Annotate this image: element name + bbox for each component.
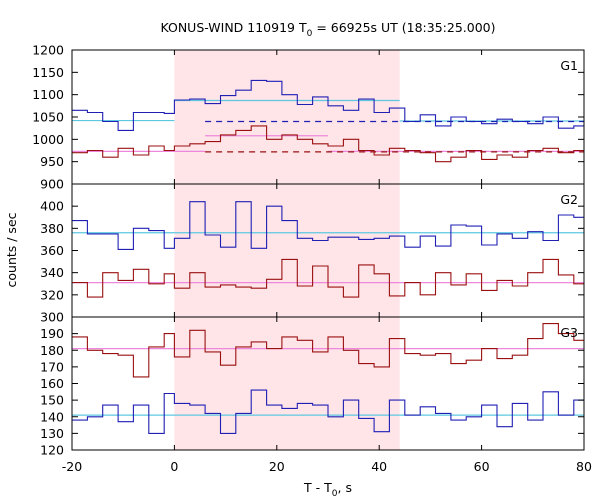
y-tick-label-g3-130: 130	[40, 426, 64, 441]
x-tick-label-80: 80	[576, 459, 592, 474]
y-tick-label-g1-900: 900	[40, 177, 64, 192]
panel-label-g3: G3	[560, 325, 578, 340]
series-g3-series_red	[72, 323, 584, 378]
y-tick-label-g1-1150: 1150	[32, 65, 64, 80]
chart-title-rest: = 66925s UT (18:35:25.000)	[312, 20, 495, 35]
x-axis-label-rest: , s	[338, 480, 352, 495]
y-tick-label-g2-360: 360	[40, 243, 64, 258]
x-tick-label-40: 40	[371, 459, 387, 474]
panel-g1: 900 950 1000 1050 1100 1150 1200 G1	[32, 43, 585, 192]
y-tick-label-g2-320: 320	[40, 287, 64, 302]
panel-label-g2: G2	[560, 192, 578, 207]
chart-title-main: KONUS-WIND 110919 T	[160, 20, 306, 35]
highlight-interval-g3	[174, 317, 400, 450]
series-g2-series_red	[72, 258, 584, 298]
y-tick-label-g1-1000: 1000	[32, 132, 64, 147]
x-tick-label-60: 60	[474, 459, 490, 474]
highlight-interval-g2	[174, 184, 400, 317]
series-g2-series_blue	[72, 201, 584, 250]
x-axis-label-main: T - T	[303, 480, 332, 495]
panel-g2: 300 320 340 360 380 400 G2	[40, 183, 585, 325]
x-tick-label-0: 0	[170, 459, 178, 474]
chart-title-subscript: 0	[307, 29, 313, 39]
x-axis-label-subscript: 0	[332, 489, 338, 499]
x-tick-label--20: -20	[62, 459, 82, 474]
y-tick-label-g3-190: 190	[40, 326, 64, 341]
y-tick-label-g2-400: 400	[40, 199, 64, 214]
series-g3-series_blue	[72, 389, 584, 434]
y-tick-label-g2-300: 300	[40, 310, 64, 325]
chart-title: KONUS-WIND 110919 T0 = 66925s UT (18:35:…	[160, 20, 495, 39]
y-tick-label-g2-380: 380	[40, 221, 64, 236]
y-tick-label-g3-140: 140	[40, 409, 64, 424]
y-axis-label: counts / sec	[4, 212, 19, 287]
plot-area: 90095010001050110011501200G1300320340360…	[32, 43, 592, 475]
y-tick-label-g3-150: 150	[40, 393, 64, 408]
y-tick-label-g1-1100: 1100	[32, 87, 64, 102]
y-tick-label-g1-1200: 1200	[32, 43, 64, 58]
x-tick-label-20: 20	[269, 459, 285, 474]
y-tick-label-g1-950: 950	[40, 154, 64, 169]
series-g1-series_red	[72, 125, 584, 163]
y-tick-label-g1-1050: 1050	[32, 110, 64, 125]
y-tick-label-g3-170: 170	[40, 359, 64, 374]
x-axis-label: T - T0, s	[303, 480, 352, 499]
highlight-interval-g1	[174, 50, 400, 184]
panel-label-g1: G1	[560, 58, 578, 73]
y-tick-label-g3-160: 160	[40, 376, 64, 391]
y-tick-label-g2-340: 340	[40, 265, 64, 280]
y-tick-label-g3-120: 120	[40, 443, 64, 458]
y-tick-label-g3-180: 180	[40, 343, 64, 358]
series-g1-series_blue	[72, 79, 584, 131]
